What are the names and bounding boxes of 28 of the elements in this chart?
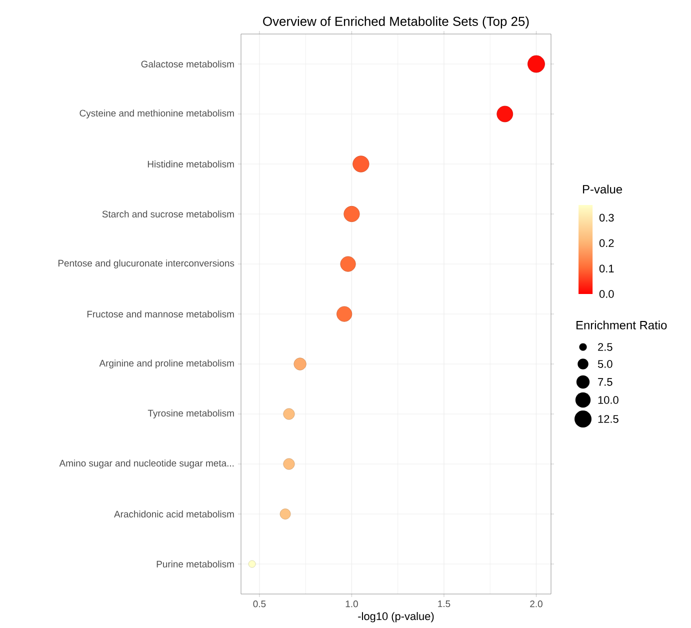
color-bar-label: 0.2 bbox=[599, 239, 614, 248]
x-tick-label: 1.5 bbox=[438, 600, 450, 608]
x-tick-label: 2.0 bbox=[530, 600, 542, 608]
legend-label: 12.5 bbox=[598, 415, 618, 423]
legend-label: 7.5 bbox=[598, 378, 612, 386]
y-tick-label: Purine metabolism bbox=[156, 560, 234, 568]
x-axis-title: -log10 (p-value) bbox=[358, 612, 434, 622]
color-bar-label: 0.3 bbox=[599, 214, 614, 222]
y-tick-label: Arachidonic acid metabolism bbox=[114, 510, 234, 518]
color-bar-label: 0.1 bbox=[599, 264, 614, 272]
chart-title: Overview of Enriched Metabolite Sets (Top 25) bbox=[263, 16, 529, 29]
y-tick-label: Arginine and proline metabolism bbox=[99, 360, 234, 368]
legend-label: 2.5 bbox=[598, 343, 612, 351]
y-tick-label: Histidine metabolism bbox=[148, 160, 234, 168]
legend-label: 10.0 bbox=[598, 396, 618, 404]
legend-label: 5.0 bbox=[598, 360, 612, 368]
y-tick-label: Cysteine and methionine metabolism bbox=[80, 110, 234, 118]
color-bar-label: 0.0 bbox=[599, 290, 614, 298]
y-tick-label: Amino sugar and nucleotide sugar meta... bbox=[59, 460, 234, 468]
y-tick-label: Fructose and mannose metabolism bbox=[87, 310, 234, 318]
y-tick-label: Pentose and glucuronate interconversions bbox=[58, 260, 234, 268]
y-tick-label: Galactose metabolism bbox=[141, 60, 234, 68]
y-tick-label: Starch and sucrose metabolism bbox=[102, 210, 234, 218]
color-bar-title: P-value bbox=[583, 184, 622, 194]
y-tick-label: Tyrosine metabolism bbox=[148, 410, 234, 418]
x-tick-label: 1.0 bbox=[346, 600, 358, 608]
legend-title: Enrichment Ratio bbox=[576, 320, 667, 330]
x-tick-label: 0.5 bbox=[253, 600, 266, 608]
